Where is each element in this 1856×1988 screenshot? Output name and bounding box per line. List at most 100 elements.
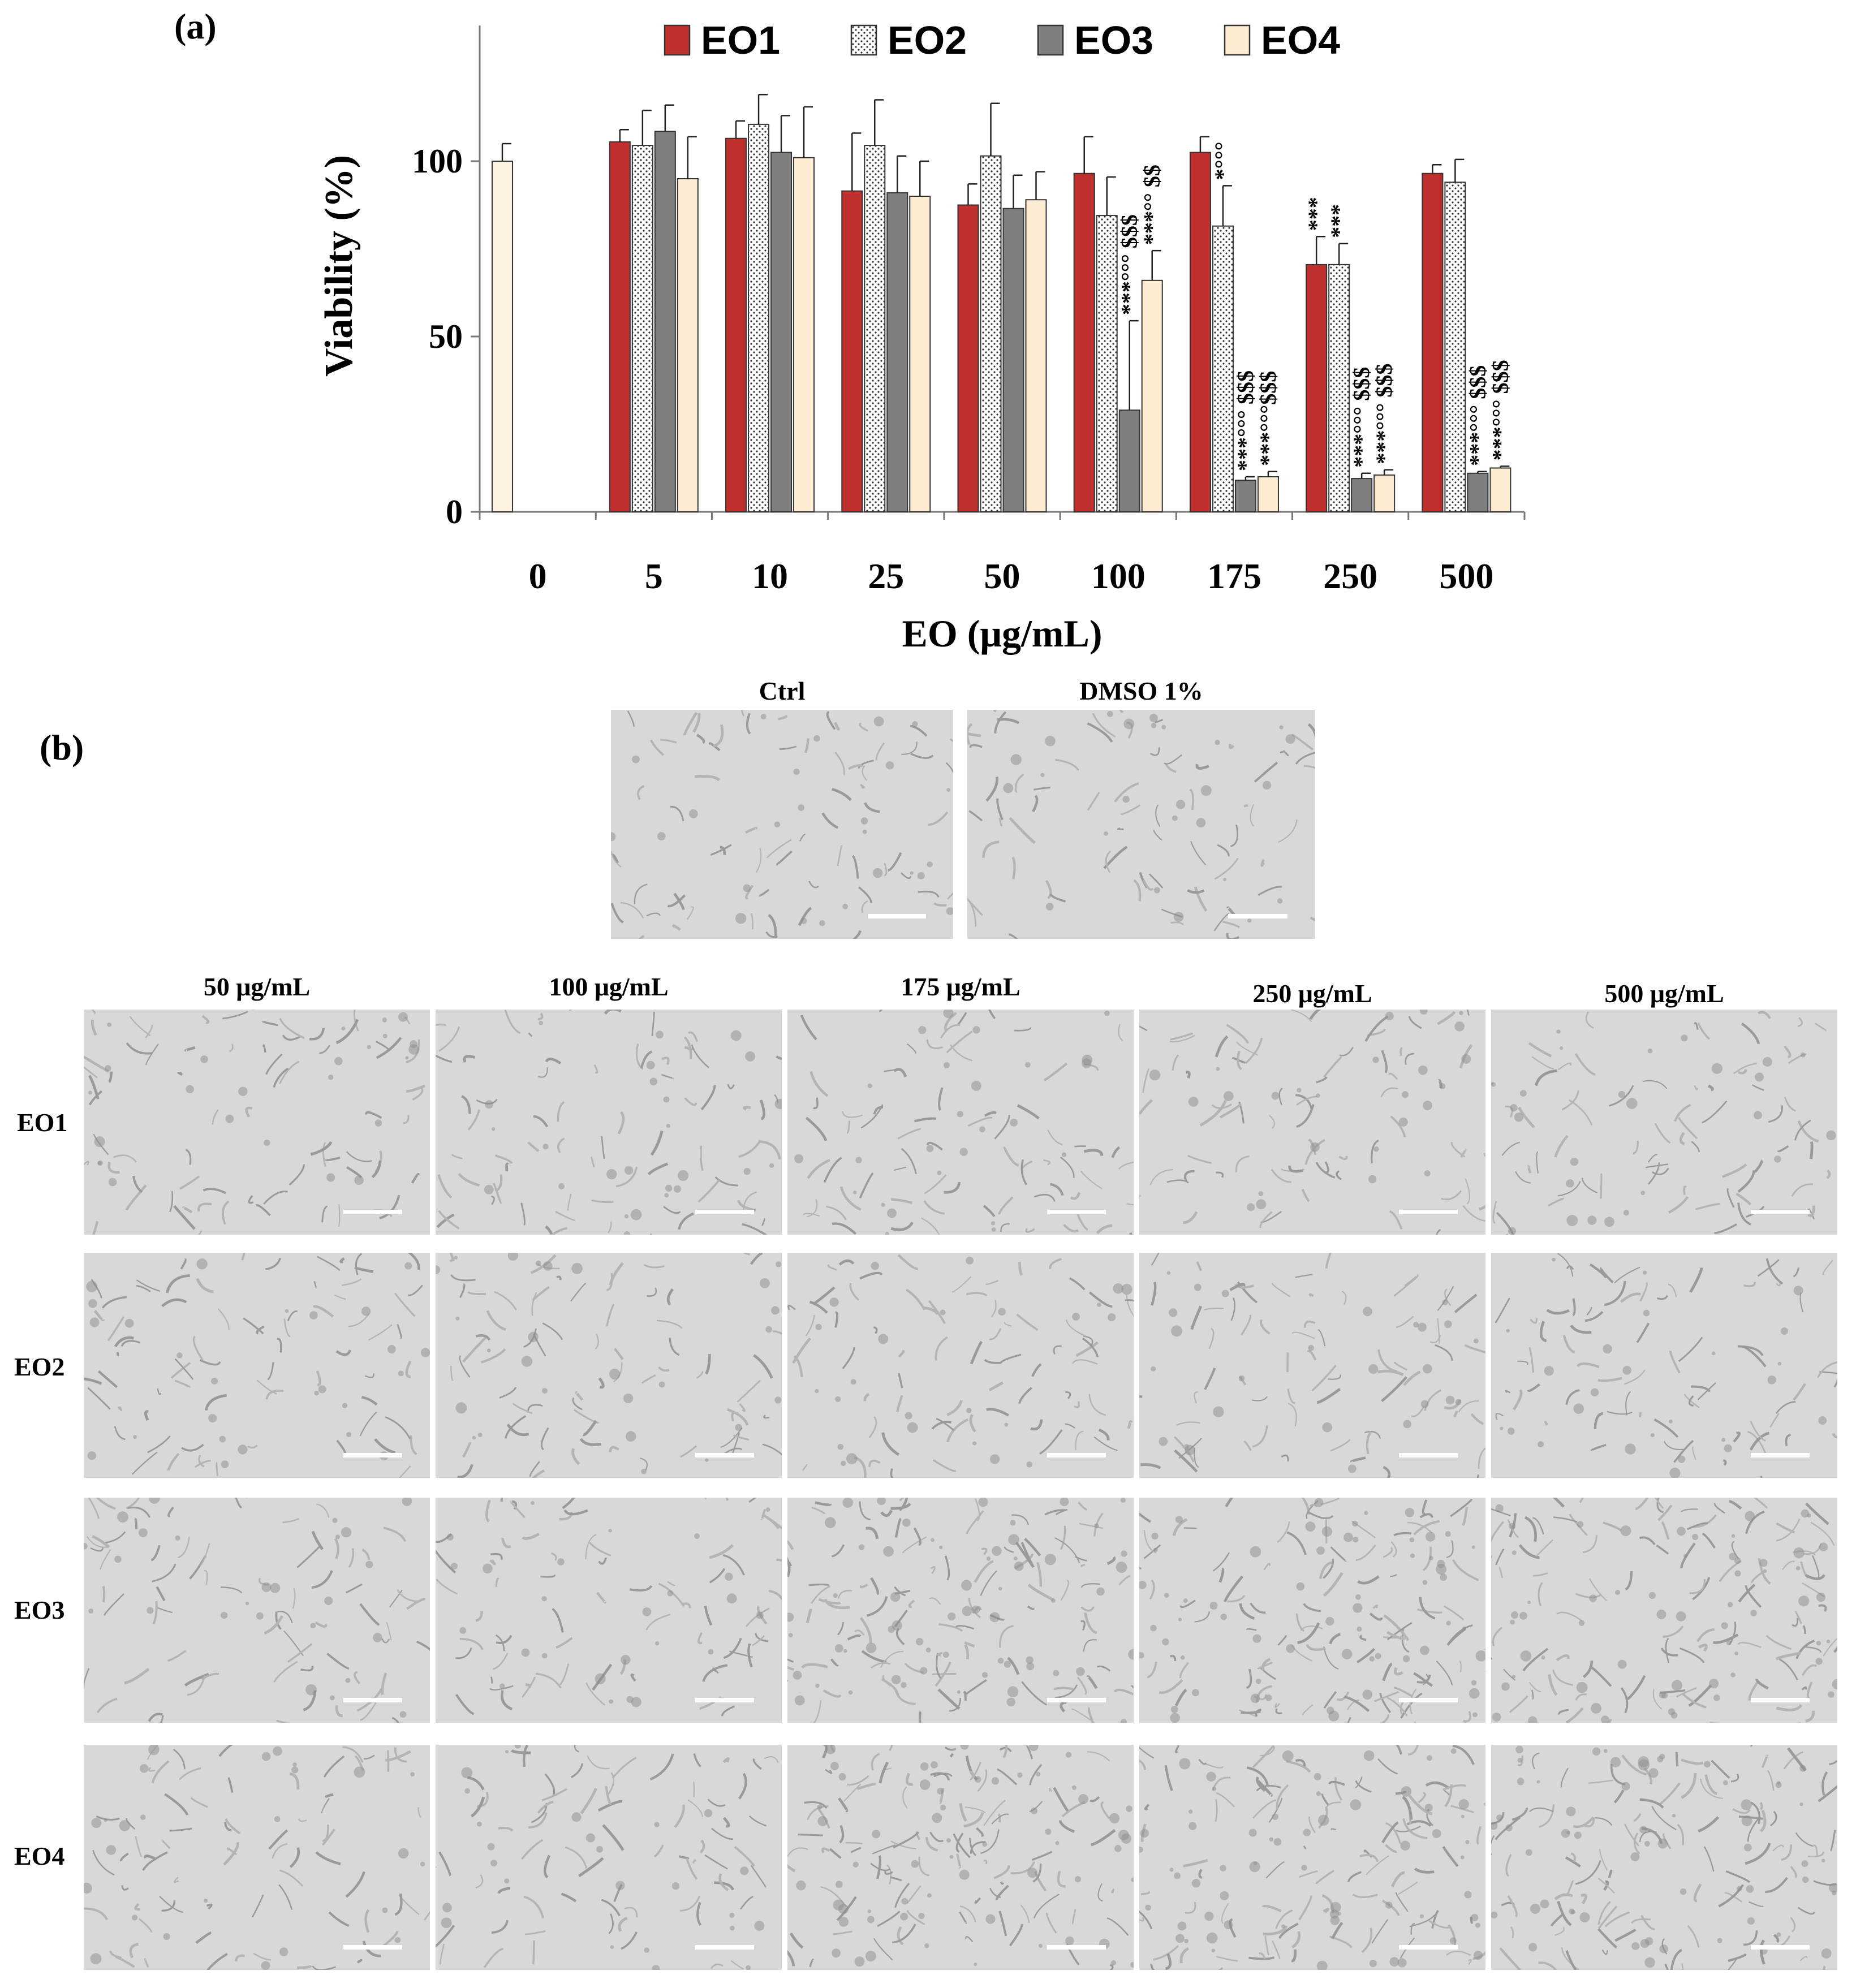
scale-bar xyxy=(343,1698,402,1702)
scale-bar xyxy=(1047,1210,1106,1214)
micrograph-eo1-100 xyxy=(436,1010,782,1235)
scale-bar xyxy=(1751,1453,1810,1457)
micrograph-eo1-250 xyxy=(1139,1010,1485,1235)
scale-bar xyxy=(1047,1945,1106,1950)
column-title-500: 500 μg/mL xyxy=(1604,979,1724,1008)
row-label-eo1: EO1 xyxy=(17,1108,68,1137)
micrograph-ctrl xyxy=(611,710,953,939)
micrograph-eo3-250 xyxy=(1139,1498,1485,1723)
significance-label: ***°°° $$$ xyxy=(1117,214,1142,315)
legend-label-eo4: EO4 xyxy=(1261,18,1340,62)
significance-label: ***°°° $$$ xyxy=(1349,367,1374,468)
bar-eo2-250 xyxy=(1328,264,1350,512)
scale-bar xyxy=(1047,1453,1106,1457)
bar-eo4-5 xyxy=(677,178,699,512)
scale-bar xyxy=(343,1945,402,1950)
bar-eo3-50 xyxy=(1002,208,1024,512)
bar-eo4-100 xyxy=(1141,279,1163,512)
x-tick-label: 50 xyxy=(984,556,1020,596)
panel-label-b: (b) xyxy=(40,727,84,767)
micrograph-eo1-500 xyxy=(1491,1010,1837,1235)
scale-bar xyxy=(1751,1945,1810,1950)
micrograph-eo2-50 xyxy=(84,1253,430,1478)
bar-control xyxy=(492,161,513,512)
scale-bar xyxy=(343,1210,402,1214)
scale-bar xyxy=(695,1453,754,1457)
bar-eo2-50 xyxy=(980,155,1002,512)
x-tick-label: 250 xyxy=(1323,556,1377,596)
bar-eo3-500 xyxy=(1467,472,1489,512)
bar-eo3-10 xyxy=(770,152,793,512)
bar-eo2-100 xyxy=(1096,215,1118,513)
scale-bar xyxy=(1399,1945,1458,1950)
column-title-100: 100 μg/mL xyxy=(549,972,669,1001)
bar-eo2-5 xyxy=(631,145,653,513)
significance-label: *** xyxy=(1303,197,1329,231)
micrograph-dmso xyxy=(967,710,1315,939)
scale-bar xyxy=(1047,1698,1106,1702)
x-tick-label: 10 xyxy=(752,556,788,596)
scale-bar xyxy=(695,1210,754,1214)
micrograph-eo3-50 xyxy=(84,1498,430,1723)
legend-swatch-eo2 xyxy=(850,24,877,56)
scale-bar xyxy=(343,1453,402,1457)
micrograph-eo1-50 xyxy=(84,1010,430,1235)
x-tick-label: 175 xyxy=(1207,556,1261,596)
column-title-250: 250 μg/mL xyxy=(1252,979,1372,1008)
x-tick-label: 25 xyxy=(868,556,904,596)
bar-eo1-50 xyxy=(957,204,979,512)
legend-label-eo3: EO3 xyxy=(1074,18,1153,62)
column-title-175: 175 μg/mL xyxy=(901,972,1020,1001)
bar-eo1-5 xyxy=(609,141,631,512)
legend-label-eo1: EO1 xyxy=(701,18,780,62)
micrograph-eo3-500 xyxy=(1491,1498,1837,1723)
bar-eo4-25 xyxy=(909,196,931,512)
legend-swatch-eo1 xyxy=(664,24,691,56)
micrograph-eo4-175 xyxy=(787,1745,1134,1970)
bar-eo3-5 xyxy=(654,131,676,513)
micrograph-eo4-100 xyxy=(436,1745,782,1970)
x-tick-label: 5 xyxy=(645,556,663,596)
row-label-eo2: EO2 xyxy=(14,1352,65,1381)
y-axis-title: Viability (%) xyxy=(317,155,361,377)
micrograph-eo2-100 xyxy=(436,1253,782,1478)
scale-bar xyxy=(695,1945,754,1950)
significance-label: *** xyxy=(1326,204,1351,238)
scale-bar xyxy=(868,914,926,918)
scale-bar xyxy=(1751,1210,1810,1214)
bar-eo4-10 xyxy=(793,157,815,512)
significance-label: ***°°° $$$ xyxy=(1371,364,1397,464)
bar-eo4-50 xyxy=(1025,199,1047,512)
legend-swatch-eo4 xyxy=(1224,24,1251,56)
x-tick-label: 500 xyxy=(1439,556,1493,596)
scale-bar xyxy=(1399,1698,1458,1702)
panel-label-a: (a) xyxy=(174,6,217,46)
bar-eo4-500 xyxy=(1489,467,1512,512)
scale-bar xyxy=(1228,914,1287,918)
bar-eo2-25 xyxy=(864,145,886,513)
bar-eo1-10 xyxy=(725,137,747,512)
bar-eo2-10 xyxy=(748,123,770,512)
micrograph-eo2-500 xyxy=(1491,1253,1837,1478)
micrograph-eo3-100 xyxy=(436,1498,782,1723)
y-tick-label: 50 xyxy=(429,318,463,355)
bar-eo4-250 xyxy=(1373,474,1396,513)
significance-label: ***°°° $$$ xyxy=(1487,360,1513,460)
legend-label-eo2: EO2 xyxy=(888,18,967,62)
bar-eo3-175 xyxy=(1234,480,1256,513)
micrograph-eo2-250 xyxy=(1139,1253,1485,1478)
x-tick-label: 0 xyxy=(529,556,547,596)
bar-eo1-250 xyxy=(1306,264,1328,512)
legend-swatch-eo3 xyxy=(1037,24,1064,56)
scale-bar xyxy=(695,1698,754,1702)
significance-label: ***°°°$$$ xyxy=(1255,371,1281,466)
bar-eo1-175 xyxy=(1189,152,1211,512)
scale-bar xyxy=(1399,1210,1458,1214)
bar-eo2-175 xyxy=(1212,225,1234,512)
x-axis-title: EO (μg/mL) xyxy=(902,612,1103,655)
image-title-dmso: DMSO 1% xyxy=(1079,676,1203,705)
bar-eo3-25 xyxy=(886,192,908,512)
bar-eo1-100 xyxy=(1073,173,1095,512)
x-tick-label: 100 xyxy=(1091,556,1146,596)
row-label-eo3: EO3 xyxy=(14,1595,65,1624)
